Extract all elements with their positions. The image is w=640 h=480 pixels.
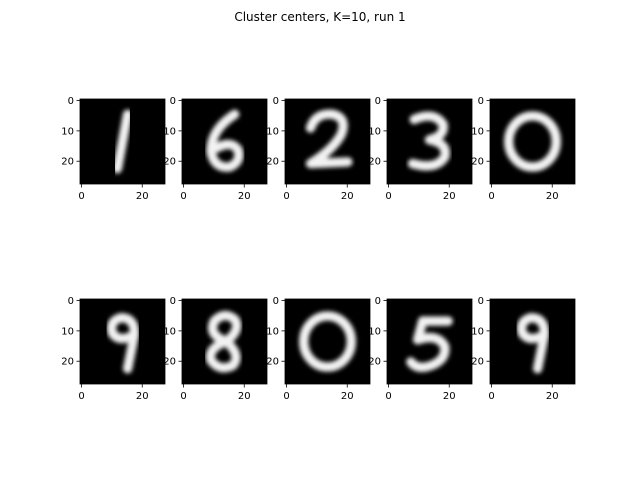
digit-core-9	[406, 316, 453, 372]
x-tick-label: 20	[341, 391, 354, 402]
digit-core-7	[205, 310, 242, 373]
y-tick-label: 20	[368, 357, 381, 368]
digit-core-2	[206, 109, 244, 172]
x-tick-label: 20	[443, 391, 456, 402]
y-tick-label: 10	[266, 326, 279, 337]
cluster-panel-9: 0 20 0 10 20	[368, 296, 473, 402]
cluster-panel-10: 0 20 0 10 20	[471, 296, 576, 402]
x-tick-label: 0	[78, 391, 84, 402]
axes-frame-10	[489, 298, 576, 385]
y-tick-label: 0	[273, 296, 279, 307]
digit-core-6	[106, 313, 140, 374]
x-tick-label: 0	[283, 391, 289, 402]
y-tick-label: 0	[273, 96, 279, 107]
y-tick-label: 20	[471, 357, 484, 368]
cluster-panel-4: 0 20 0 10 20	[368, 96, 473, 202]
x-tick-label: 0	[180, 391, 186, 402]
x-tick-label: 0	[283, 191, 289, 202]
x-tick-label: 20	[136, 391, 149, 402]
x-tick-label: 0	[488, 391, 494, 402]
digit-core-8	[299, 311, 356, 372]
y-tick-label: 20	[266, 157, 279, 168]
y-tick-label: 10	[61, 126, 74, 137]
x-tick-label: 20	[546, 191, 559, 202]
y-tick-label: 20	[163, 357, 176, 368]
y-tick-label: 10	[266, 126, 279, 137]
y-tick-label: 20	[163, 157, 176, 168]
digit-core-3	[305, 109, 353, 169]
x-tick-label: 0	[180, 191, 186, 202]
panels-grid: 0 20 0 10 20 0 20 0 10 20 0 20 0 10 20 0 20 0 10 20 0 20 0 10 20…	[61, 96, 576, 402]
y-tick-label: 0	[170, 296, 176, 307]
y-tick-label: 0	[478, 296, 484, 307]
x-tick-label: 20	[238, 391, 251, 402]
y-tick-label: 20	[471, 157, 484, 168]
axes-frame-5	[489, 98, 576, 185]
axes-frame-7	[181, 298, 268, 385]
axes-frame-4	[386, 98, 473, 185]
cluster-panel-2: 0 20 0 10 20	[163, 96, 268, 202]
x-tick-label: 20	[546, 391, 559, 402]
y-tick-label: 0	[375, 96, 381, 107]
y-tick-label: 0	[375, 296, 381, 307]
y-tick-label: 10	[368, 326, 381, 337]
axes-frame-8	[284, 298, 371, 385]
y-tick-label: 0	[478, 96, 484, 107]
y-tick-label: 20	[266, 357, 279, 368]
y-tick-label: 20	[61, 157, 74, 168]
x-tick-label: 20	[341, 191, 354, 202]
y-tick-label: 20	[61, 357, 74, 368]
x-tick-label: 0	[385, 191, 391, 202]
y-tick-label: 10	[471, 326, 484, 337]
x-tick-label: 0	[488, 191, 494, 202]
x-tick-label: 20	[443, 191, 456, 202]
y-tick-label: 20	[368, 157, 381, 168]
axes-frame-2	[181, 98, 268, 185]
axes-frame-3	[284, 98, 371, 185]
y-tick-label: 10	[163, 126, 176, 137]
y-tick-label: 10	[368, 126, 381, 137]
digit-core-5	[504, 111, 561, 172]
axes-frame-9	[386, 298, 473, 385]
cluster-panel-1: 0 20 0 10 20	[61, 96, 166, 202]
y-tick-label: 0	[170, 96, 176, 107]
y-tick-label: 10	[471, 126, 484, 137]
cluster-panel-7: 0 20 0 10 20	[163, 296, 268, 402]
y-tick-label: 10	[163, 326, 176, 337]
y-tick-label: 10	[61, 326, 74, 337]
x-tick-label: 0	[78, 191, 84, 202]
x-tick-label: 20	[136, 191, 149, 202]
x-tick-label: 0	[385, 391, 391, 402]
axes-frame-1	[79, 98, 166, 185]
digit-core-4	[407, 111, 450, 171]
y-tick-label: 0	[68, 296, 74, 307]
cluster-panel-8: 0 20 0 10 20	[266, 296, 371, 402]
figure-title: Cluster centers, K=10, run 1	[234, 10, 405, 24]
x-tick-label: 20	[238, 191, 251, 202]
digit-core-10	[516, 313, 550, 374]
cluster-panel-6: 0 20 0 10 20	[61, 296, 166, 402]
cluster-panel-5: 0 20 0 10 20	[471, 96, 576, 202]
cluster-panel-3: 0 20 0 10 20	[266, 96, 371, 202]
digit-core-1	[112, 109, 133, 174]
y-tick-label: 0	[68, 96, 74, 107]
axes-frame-6	[79, 298, 166, 385]
